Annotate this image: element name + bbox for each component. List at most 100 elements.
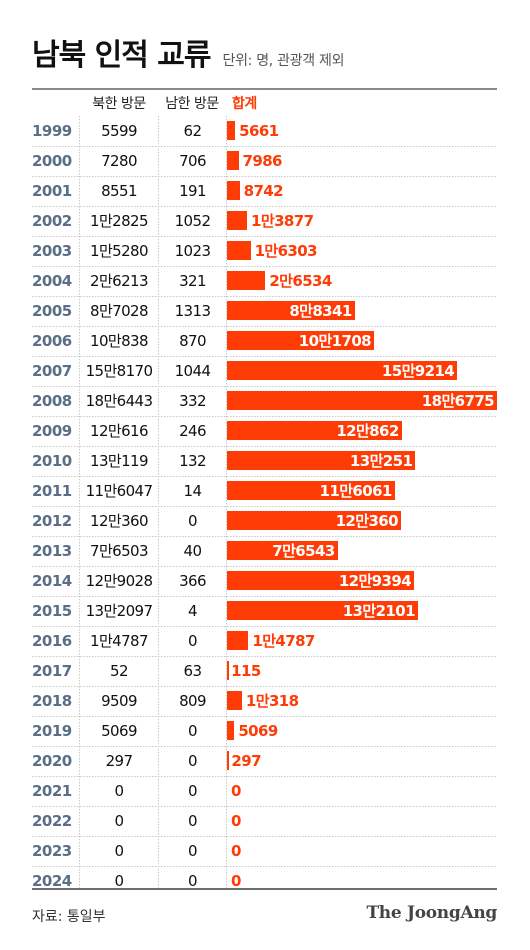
total-bar: [227, 391, 497, 410]
south-visits-cell: 0: [188, 872, 198, 890]
south-visits-cell: 246: [179, 422, 206, 440]
row-divider: [32, 446, 497, 447]
total-bar: [227, 331, 375, 350]
year-label: 2009: [32, 422, 72, 440]
total-value-label: 115: [231, 662, 261, 680]
south-visits-cell: 1044: [174, 362, 211, 380]
total-value-label: 11만6061: [319, 482, 393, 500]
north-visits-cell: 2만6213: [90, 272, 149, 290]
total-bar: [227, 661, 229, 680]
year-label: 1999: [32, 122, 72, 140]
north-visits-cell: 5599: [101, 122, 137, 140]
south-visits-cell: 0: [188, 722, 198, 740]
south-visits-cell: 321: [179, 272, 206, 290]
total-bar: [227, 211, 248, 230]
total-value-label: 0: [231, 782, 241, 800]
year-label: 2011: [32, 482, 72, 500]
total-bar: [227, 241, 251, 260]
total-value-label: 10만1708: [298, 332, 372, 350]
total-bar: [227, 601, 418, 620]
row-divider: [32, 386, 497, 387]
year-label: 2005: [32, 302, 72, 320]
title-block: 남북 인적 교류 단위: 명, 관광객 제외: [32, 30, 344, 74]
row-divider: [32, 566, 497, 567]
north-visits-cell: 8만7028: [90, 302, 149, 320]
total-value-label: 15만9214: [381, 362, 455, 380]
total-value-label: 12만862: [336, 422, 399, 440]
north-visits-cell: 0: [114, 842, 125, 860]
south-visits-cell: 132: [179, 452, 206, 470]
south-visits-cell: 0: [188, 632, 198, 650]
row-divider: [32, 296, 497, 297]
source-note: 자료: 통일부: [32, 909, 106, 925]
row-divider: [32, 206, 497, 207]
year-label: 2022: [32, 812, 72, 830]
total-value-label: 18만6775: [421, 392, 495, 410]
total-value-label: 13만251: [349, 452, 413, 470]
total-bar: [227, 631, 249, 650]
total-value-label: 7986: [242, 152, 283, 170]
year-label: 2004: [32, 272, 72, 290]
north-visits-cell: 7280: [101, 152, 137, 170]
south-visits-cell: 366: [179, 572, 206, 590]
total-bar: [227, 121, 236, 140]
row-divider: [32, 536, 497, 537]
chart-title: 남북 인적 교류: [32, 38, 211, 73]
north-visits-cell: 12만9028: [85, 572, 153, 590]
year-label: 2012: [32, 512, 72, 530]
total-value-label: 1만318: [245, 692, 299, 710]
total-value-label: 5069: [238, 722, 278, 740]
row-divider: [32, 776, 497, 777]
total-bar: [227, 541, 338, 560]
total-bar: [227, 271, 266, 290]
row-divider: [32, 626, 497, 627]
total-value-label: 12만9394: [338, 572, 412, 590]
column-separator: [226, 116, 227, 888]
total-bar: [227, 691, 242, 710]
header-total: 합계: [232, 96, 257, 112]
total-value-label: 5661: [239, 122, 279, 140]
north-visits-cell: 15만8170: [85, 362, 153, 380]
total-value-label: 1만4787: [252, 632, 315, 650]
total-value-label: 8만8341: [289, 302, 352, 320]
south-visits-cell: 191: [179, 182, 206, 200]
row-divider: [32, 716, 497, 717]
year-label: 2003: [32, 242, 72, 260]
south-visits-cell: 63: [183, 662, 202, 680]
total-bar: [227, 751, 229, 770]
row-divider: [32, 176, 497, 177]
south-visits-cell: 1052: [174, 212, 211, 230]
row-divider: [32, 236, 497, 237]
row-divider: [32, 806, 497, 807]
south-visits-cell: 14: [183, 482, 202, 500]
south-visits-cell: 0: [188, 842, 198, 860]
row-divider: [32, 506, 497, 507]
north-visits-cell: 13만119: [90, 452, 149, 470]
north-visits-cell: 18만6443: [85, 392, 153, 410]
south-visits-cell: 0: [188, 752, 198, 770]
south-visits-cell: 4: [188, 602, 198, 620]
total-value-label: 13만2101: [342, 602, 416, 620]
row-divider: [32, 146, 497, 147]
south-visits-cell: 1313: [174, 302, 211, 320]
year-label: 2015: [32, 602, 72, 620]
north-visits-cell: 0: [114, 872, 125, 890]
north-visits-cell: 12만616: [90, 422, 149, 440]
year-label: 2024: [32, 872, 72, 890]
row-divider: [32, 746, 497, 747]
north-visits-cell: 0: [114, 812, 125, 830]
row-divider: [32, 326, 497, 327]
total-bar: [227, 421, 402, 440]
total-value-label: 1만3877: [251, 212, 314, 230]
north-visits-cell: 297: [105, 752, 133, 770]
year-label: 2001: [32, 182, 72, 200]
total-bar: [227, 571, 415, 590]
south-visits-cell: 0: [188, 782, 198, 800]
year-label: 2017: [32, 662, 72, 680]
total-bar: [227, 451, 416, 470]
top-rule: [32, 88, 497, 90]
row-divider: [32, 476, 497, 477]
header-north-visits: 북한 방문: [92, 96, 146, 112]
row-divider: [32, 836, 497, 837]
year-label: 2014: [32, 572, 72, 590]
